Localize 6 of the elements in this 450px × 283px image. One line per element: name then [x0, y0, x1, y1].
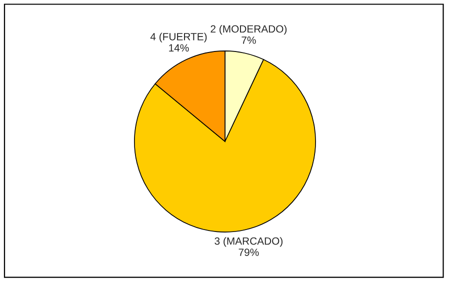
data-label: 14% [169, 44, 189, 52]
data-label: 79% [238, 248, 259, 256]
slice-label: 4 (FUERTE) [150, 32, 207, 42]
slice-label: 3 (MARCADO) [214, 237, 282, 247]
data-label: 7% [242, 36, 256, 44]
slice-label: 2 (MODERADO) [210, 24, 287, 35]
